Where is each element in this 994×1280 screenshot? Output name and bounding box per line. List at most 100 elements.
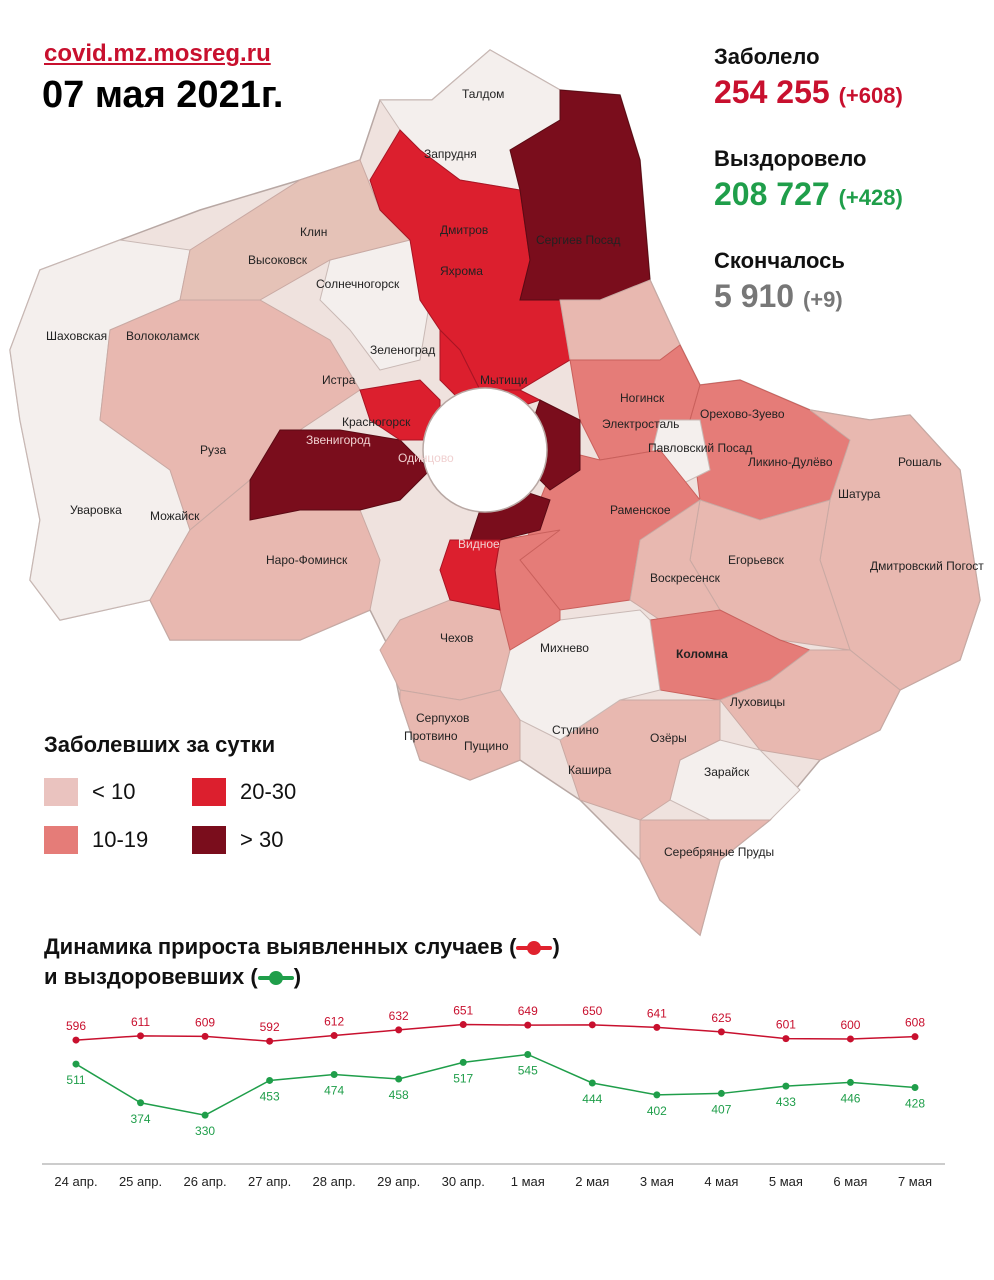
legend-label: 10-19 xyxy=(92,827,149,852)
green-series-marker-icon xyxy=(257,971,294,986)
label-pavlovsky-posad: Павловский Посад xyxy=(648,441,752,455)
cases-point xyxy=(201,1032,209,1040)
label-ramenskoe: Раменское xyxy=(610,503,671,517)
label-odintsovo: Одинцово xyxy=(398,451,454,465)
x-tick-label: 3 мая xyxy=(640,1174,674,1189)
date-title: 07 мая 2021г. xyxy=(42,74,284,116)
cases-point xyxy=(459,1021,467,1029)
recovered-data-label: 433 xyxy=(776,1095,796,1109)
recovered-data-label: 453 xyxy=(260,1089,280,1103)
cases-point xyxy=(717,1028,725,1036)
recovered-point xyxy=(846,1078,854,1086)
recovered-point xyxy=(782,1082,790,1090)
stat-recovered-value-row: 208 727 (+428) xyxy=(714,176,903,213)
recovered-point xyxy=(72,1060,80,1068)
recovered-point xyxy=(266,1076,274,1084)
recovered-data-label: 374 xyxy=(131,1112,151,1126)
district-serebryanye-prudy xyxy=(639,819,772,936)
label-egorievsk: Егорьевск xyxy=(728,553,785,567)
x-tick-label: 28 апр. xyxy=(313,1174,356,1189)
label-solnechnogorsk: Солнечногорск xyxy=(316,277,400,291)
label-zaraysk: Зарайск xyxy=(704,765,750,779)
legend-title: Заболевших за сутки xyxy=(44,732,276,757)
legend-swatch xyxy=(192,778,226,806)
cases-data-label: 649 xyxy=(518,1004,538,1018)
label-chekhov: Чехов xyxy=(440,631,473,645)
label-zaprudnya: Запрудня xyxy=(424,147,477,161)
label-mytishchi: Мытищи xyxy=(480,373,527,387)
cases-data-label: 611 xyxy=(131,1015,150,1029)
chart-title-line2-end: ) xyxy=(293,964,302,989)
city-labels: Талдом Запрудня Дмитров Яхрома Сергиев П… xyxy=(46,87,984,859)
x-tick-label: 30 апр. xyxy=(442,1174,485,1189)
label-roshal: Рошаль xyxy=(898,455,942,469)
label-taldom: Талдом xyxy=(462,87,504,101)
legend-label: < 10 xyxy=(92,779,136,804)
recovered-data-label: 444 xyxy=(582,1092,602,1106)
district-kashira xyxy=(559,699,721,821)
stat-recovered-label: Выздоровело xyxy=(714,146,867,171)
legend-item-gt30: > 30 xyxy=(192,826,283,854)
label-noginsk: Ногинск xyxy=(620,391,665,405)
cases-data-label: 632 xyxy=(389,1009,409,1023)
stat-deceased-label: Скончалось xyxy=(714,248,845,273)
label-klin: Клин xyxy=(300,225,327,239)
red-series-marker-icon xyxy=(516,941,553,956)
moscow-city xyxy=(422,387,548,513)
x-tick-label: 24 апр. xyxy=(54,1174,97,1189)
chart-title: Динамика прироста выявленных случаев () … xyxy=(44,932,560,992)
label-ozyory: Озёры xyxy=(650,731,687,745)
stat-sick-delta: (+608) xyxy=(838,83,903,108)
label-dmitrov: Дмитров xyxy=(440,223,488,237)
x-tick-label: 29 апр. xyxy=(377,1174,420,1189)
recovered-point xyxy=(330,1071,338,1079)
label-mozhaysk: Можайск xyxy=(150,509,200,523)
stat-sick-value: 254 255 xyxy=(714,74,830,110)
x-tick-label: 7 мая xyxy=(898,1174,932,1189)
cases-point xyxy=(72,1036,80,1044)
label-voskresensk: Воскресенск xyxy=(650,571,721,585)
label-stupino: Ступино xyxy=(552,723,599,737)
label-elektrostal: Электросталь xyxy=(602,417,679,431)
label-zelenograd: Зеленоград xyxy=(370,343,435,357)
label-shakhovskaya: Шаховская xyxy=(46,329,107,343)
district-zaraysk xyxy=(669,739,801,821)
cases-data-label: 651 xyxy=(453,1004,473,1018)
label-zvenigorod: Звенигород xyxy=(306,433,370,447)
recovered-point xyxy=(524,1050,532,1058)
recovered-data-label: 545 xyxy=(518,1063,538,1077)
legend-swatch xyxy=(44,826,78,854)
legend-item-10-19: 10-19 xyxy=(44,826,148,854)
recovered-point xyxy=(137,1099,145,1107)
label-mikhnevo: Михнево xyxy=(540,641,589,655)
stat-sick: Заболело 254 255 (+608) xyxy=(714,44,903,111)
cases-data-label: 596 xyxy=(66,1019,86,1033)
cases-data-label: 625 xyxy=(711,1011,731,1025)
legend-swatch xyxy=(192,826,226,854)
label-lukhovitsy: Луховицы xyxy=(730,695,785,709)
cases-point xyxy=(653,1023,661,1031)
cases-point xyxy=(911,1033,919,1041)
cases-point xyxy=(524,1021,532,1029)
stat-deceased-value: 5 910 xyxy=(714,278,795,314)
district-shatura xyxy=(809,409,981,691)
recovered-data-label: 330 xyxy=(195,1124,215,1138)
recovered-data-label: 407 xyxy=(711,1102,731,1116)
label-protvino: Протвино xyxy=(404,729,458,743)
label-vysokovsk: Высоковск xyxy=(248,253,308,267)
recovered-point xyxy=(911,1084,919,1092)
district-serpukhov xyxy=(399,689,521,781)
recovered-point xyxy=(395,1075,403,1083)
stat-deceased-value-row: 5 910 (+9) xyxy=(714,278,845,315)
recovered-point xyxy=(588,1079,596,1087)
label-krasnogorsk: Красногорск xyxy=(342,415,411,429)
recovered-point xyxy=(717,1089,725,1097)
cases-data-label: 609 xyxy=(195,1015,215,1029)
recovered-data-label: 446 xyxy=(840,1091,860,1105)
x-tick-label: 1 мая xyxy=(511,1174,545,1189)
site-link[interactable]: covid.mz.mosreg.ru xyxy=(44,40,271,67)
label-kashira: Кашира xyxy=(568,763,612,777)
cases-point xyxy=(395,1026,403,1034)
label-volokolamsk: Волоколамск xyxy=(126,329,200,343)
label-kolomna: Коломна xyxy=(676,647,728,661)
